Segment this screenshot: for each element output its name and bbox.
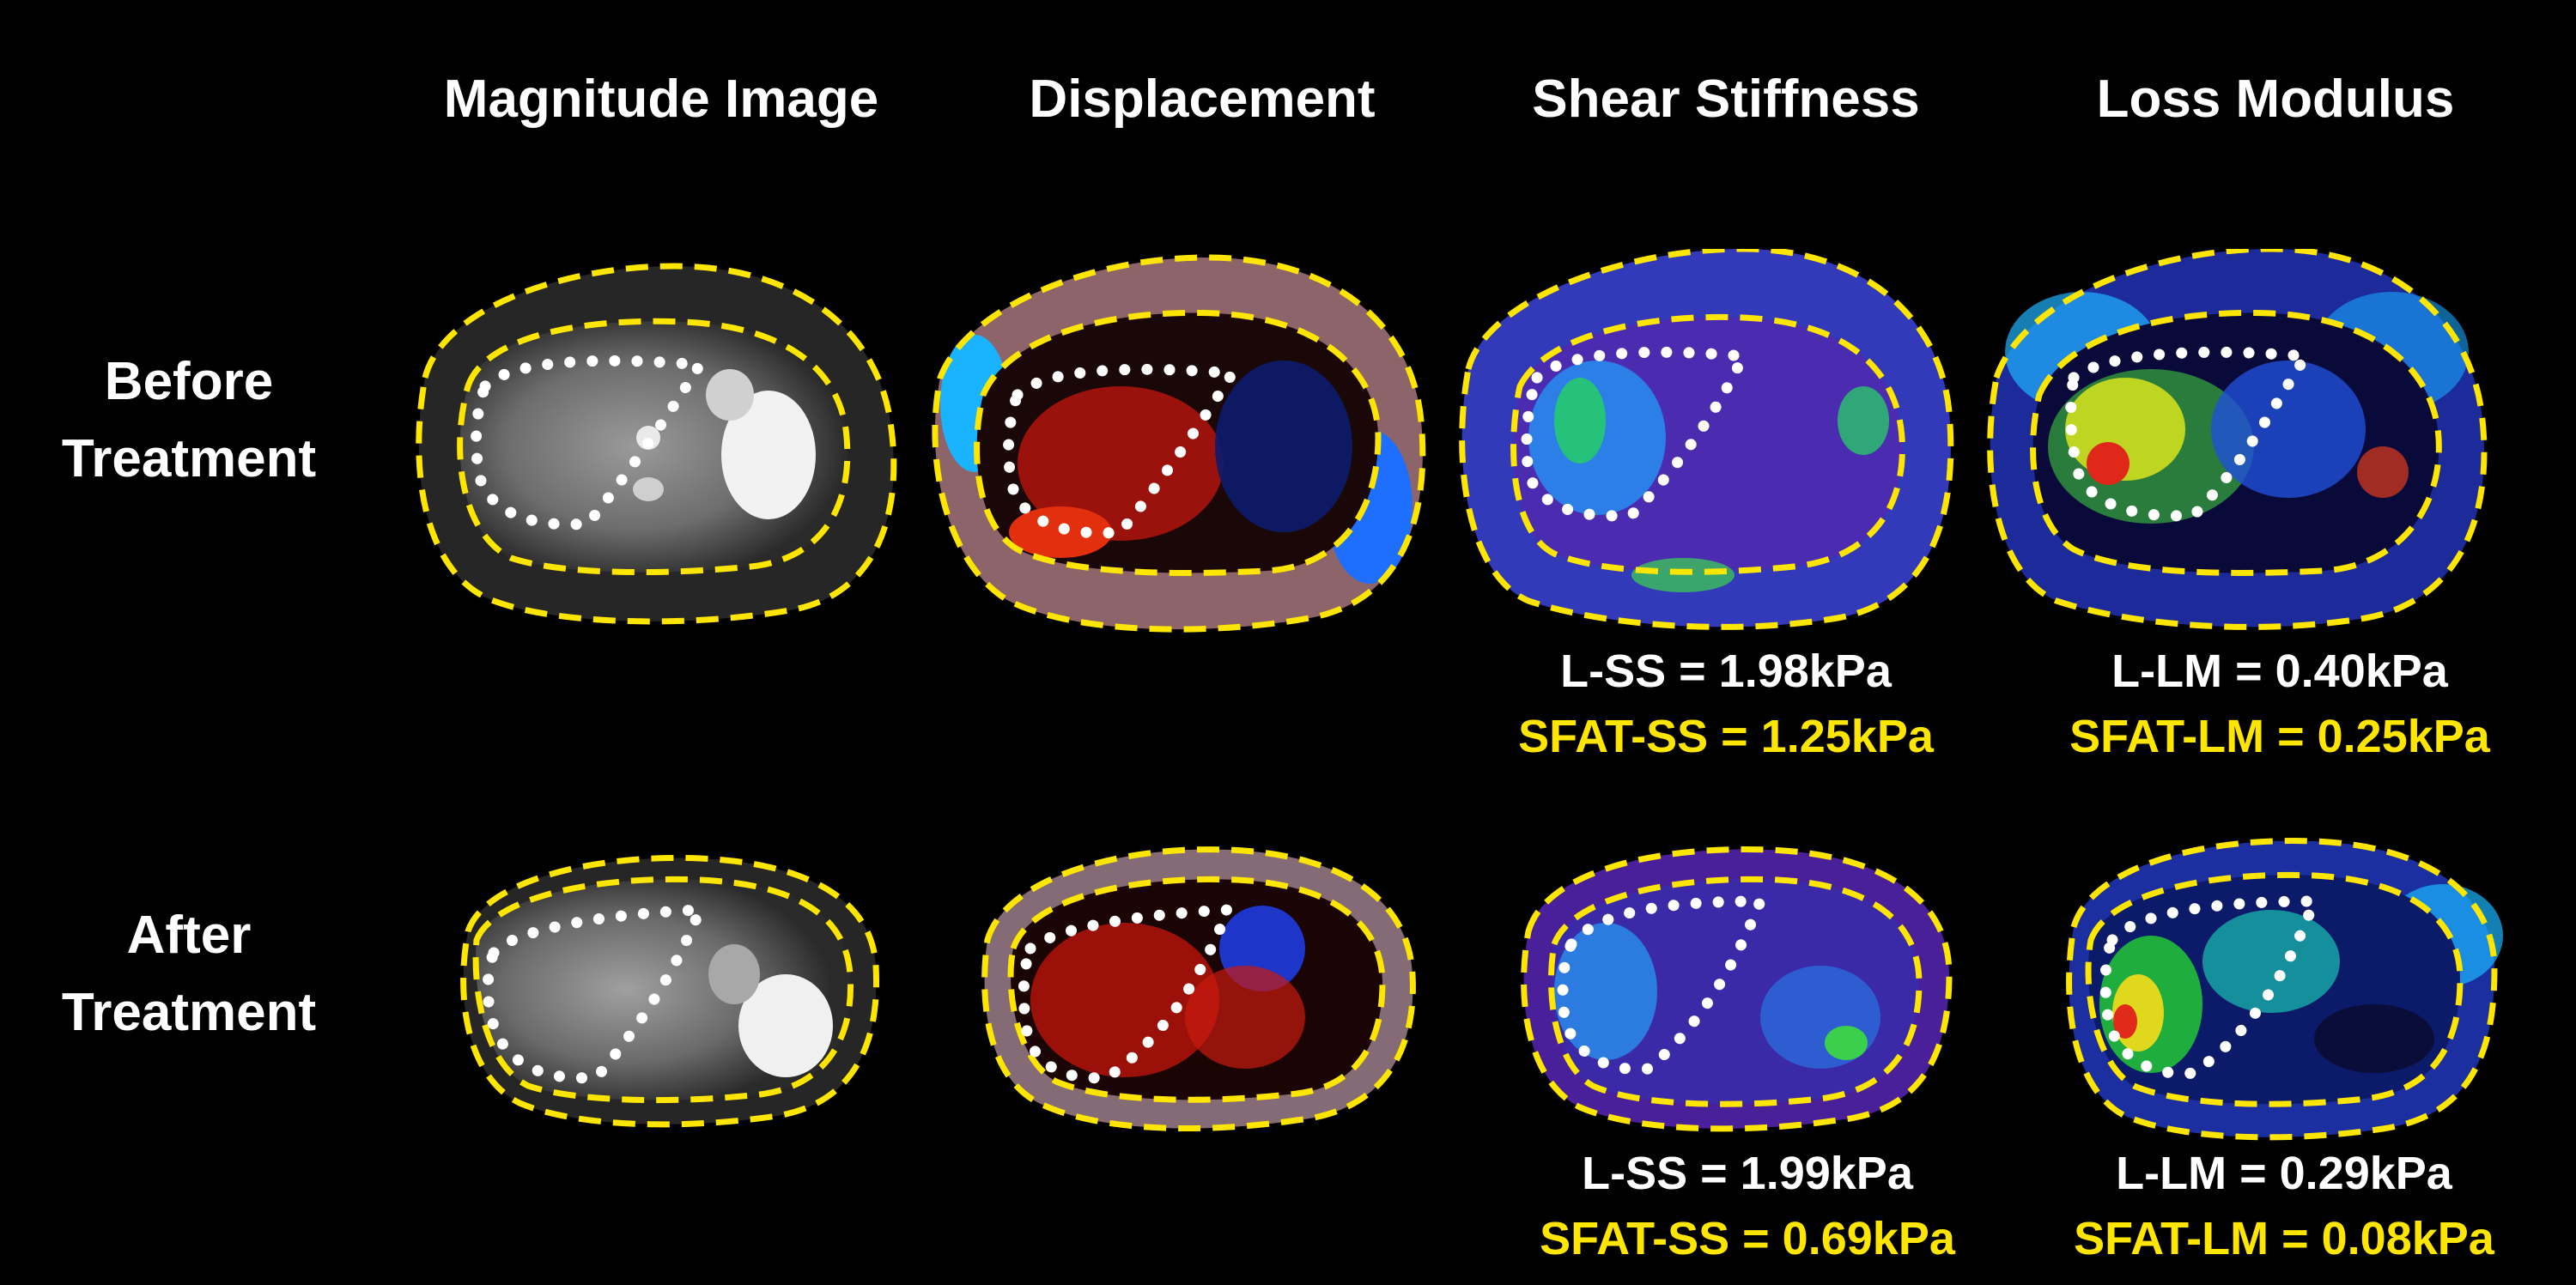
row-label-line1: After [126, 906, 252, 965]
scan-before-magnitude [416, 263, 897, 625]
row-label-line1: Before [104, 352, 274, 411]
scan-before-loss-modulus [1987, 249, 2488, 630]
row-label-line2: Treatment [61, 428, 317, 488]
liver-shear-stiffness-value: L-SS = 1.98kPa [1560, 646, 1892, 697]
liver-loss-modulus-value: L-LM = 0.29kPa [2116, 1148, 2452, 1199]
metrics-before-loss-modulus: L-LM = 0.40kPa SFAT-LM = 0.25kPa [2005, 639, 2555, 769]
row-header-after: After Treatment [17, 897, 361, 1052]
scan-before-shear-stiffness [1459, 249, 1954, 630]
metrics-after-loss-modulus: L-LM = 0.29kPa SFAT-LM = 0.08kPa [2009, 1142, 2559, 1271]
fat-shear-stiffness-value: SFAT-SS = 1.25kPa [1518, 710, 1934, 762]
row-label-line2: Treatment [61, 982, 317, 1042]
fat-loss-modulus-value: SFAT-LM = 0.08kPa [2074, 1212, 2494, 1264]
liver-loss-modulus-value: L-LM = 0.40kPa [2111, 646, 2448, 697]
scan-after-shear-stiffness [1521, 846, 1953, 1132]
scan-before-displacement [932, 254, 1426, 633]
column-header-shear-stiffness: Shear Stiffness [1532, 70, 1920, 129]
column-header-loss-modulus: Loss Modulus [2096, 70, 2455, 129]
scan-after-displacement [981, 846, 1416, 1132]
fat-shear-stiffness-value: SFAT-SS = 0.69kPa [1540, 1212, 1955, 1264]
column-header-magnitude: Magnitude Image [443, 70, 879, 129]
column-header-displacement: Displacement [1029, 70, 1376, 129]
metrics-after-shear-stiffness: L-SS = 1.99kPa SFAT-SS = 0.69kPa [1473, 1142, 2022, 1271]
row-header-before: Before Treatment [17, 343, 361, 498]
scan-after-loss-modulus [2066, 838, 2503, 1141]
fat-loss-modulus-value: SFAT-LM = 0.25kPa [2069, 710, 2490, 762]
scan-after-magnitude [460, 854, 880, 1128]
metrics-before-shear-stiffness: L-SS = 1.98kPa SFAT-SS = 1.25kPa [1451, 639, 2001, 769]
liver-shear-stiffness-value: L-SS = 1.99kPa [1582, 1148, 1913, 1199]
